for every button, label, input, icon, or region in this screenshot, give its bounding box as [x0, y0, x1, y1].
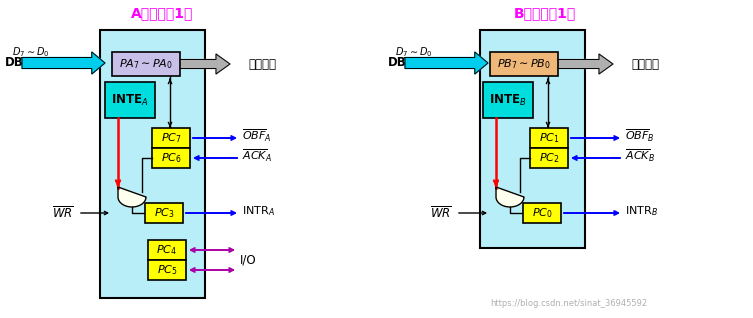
Bar — [148, 240, 186, 260]
Text: $\overline{WR}$: $\overline{WR}$ — [430, 205, 452, 221]
Bar — [480, 30, 585, 248]
Text: $D_7$$\sim$$D_0$: $D_7$$\sim$$D_0$ — [395, 45, 432, 59]
Text: $PC_5$: $PC_5$ — [157, 263, 178, 277]
Text: 输出设备: 输出设备 — [631, 58, 659, 71]
Bar — [145, 203, 183, 223]
Polygon shape — [22, 52, 105, 74]
Text: $\overline{OBF}_A$: $\overline{OBF}_A$ — [242, 128, 272, 144]
Polygon shape — [405, 52, 488, 74]
Bar — [483, 82, 533, 118]
Text: DB: DB — [388, 57, 407, 70]
Polygon shape — [118, 187, 146, 207]
Bar — [152, 128, 190, 148]
Bar — [100, 30, 205, 298]
Bar — [530, 128, 568, 148]
Text: $PA_7$$\sim$$PA_0$: $PA_7$$\sim$$PA_0$ — [119, 57, 173, 71]
Text: $PB_7$$\sim$$PB_0$: $PB_7$$\sim$$PB_0$ — [497, 57, 551, 71]
Text: $PC_4$: $PC_4$ — [157, 243, 178, 257]
Bar — [105, 82, 155, 118]
Bar — [112, 52, 180, 76]
Bar — [490, 52, 558, 76]
Text: $PC_6$: $PC_6$ — [160, 151, 181, 165]
Text: $PC_1$: $PC_1$ — [538, 131, 559, 145]
Polygon shape — [496, 187, 524, 207]
Text: $PC_2$: $PC_2$ — [538, 151, 559, 165]
Text: $PC_3$: $PC_3$ — [154, 206, 175, 220]
Polygon shape — [180, 54, 230, 74]
Text: INTE$_B$: INTE$_B$ — [489, 93, 527, 107]
Text: $D_7$$\sim$$D_0$: $D_7$$\sim$$D_0$ — [12, 45, 50, 59]
Bar — [152, 148, 190, 168]
Text: INTE$_A$: INTE$_A$ — [111, 93, 149, 107]
Text: INTR$_A$: INTR$_A$ — [242, 204, 275, 218]
Text: INTR$_B$: INTR$_B$ — [625, 204, 658, 218]
Text: 输出设备: 输出设备 — [248, 58, 276, 71]
Text: $\overline{WR}$: $\overline{WR}$ — [52, 205, 74, 221]
Text: A口（方式1）: A口（方式1） — [131, 6, 194, 20]
Text: $\overline{OBF}_B$: $\overline{OBF}_B$ — [625, 128, 655, 144]
Text: $PC_7$: $PC_7$ — [160, 131, 181, 145]
Text: I/O: I/O — [240, 253, 257, 266]
Text: $PC_0$: $PC_0$ — [532, 206, 553, 220]
Polygon shape — [558, 54, 613, 74]
Text: $\overline{ACK}_B$: $\overline{ACK}_B$ — [625, 148, 655, 164]
Bar — [148, 260, 186, 280]
Text: B口（方式1）: B口（方式1） — [514, 6, 576, 20]
Text: DB: DB — [5, 57, 24, 70]
Text: $\overline{ACK}_A$: $\overline{ACK}_A$ — [242, 148, 272, 164]
Text: https://blog.csdn.net/sinat_36945592: https://blog.csdn.net/sinat_36945592 — [490, 299, 647, 308]
Bar — [523, 203, 561, 223]
Bar — [530, 148, 568, 168]
